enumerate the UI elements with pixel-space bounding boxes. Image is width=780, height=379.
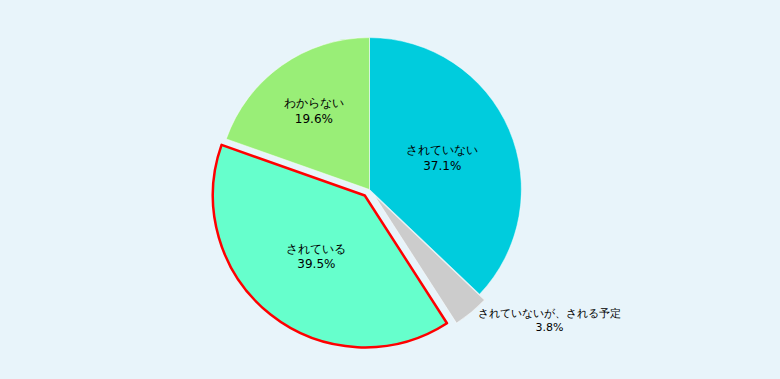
svg-text:されている39.5%: されている39.5% bbox=[286, 242, 346, 272]
svg-text:されていないが、される予定3.8%: されていないが、される予定3.8% bbox=[478, 307, 621, 334]
svg-text:わからない19.6%: わからない19.6% bbox=[284, 96, 344, 126]
svg-text:されていない37.1%: されていない37.1% bbox=[406, 143, 478, 173]
